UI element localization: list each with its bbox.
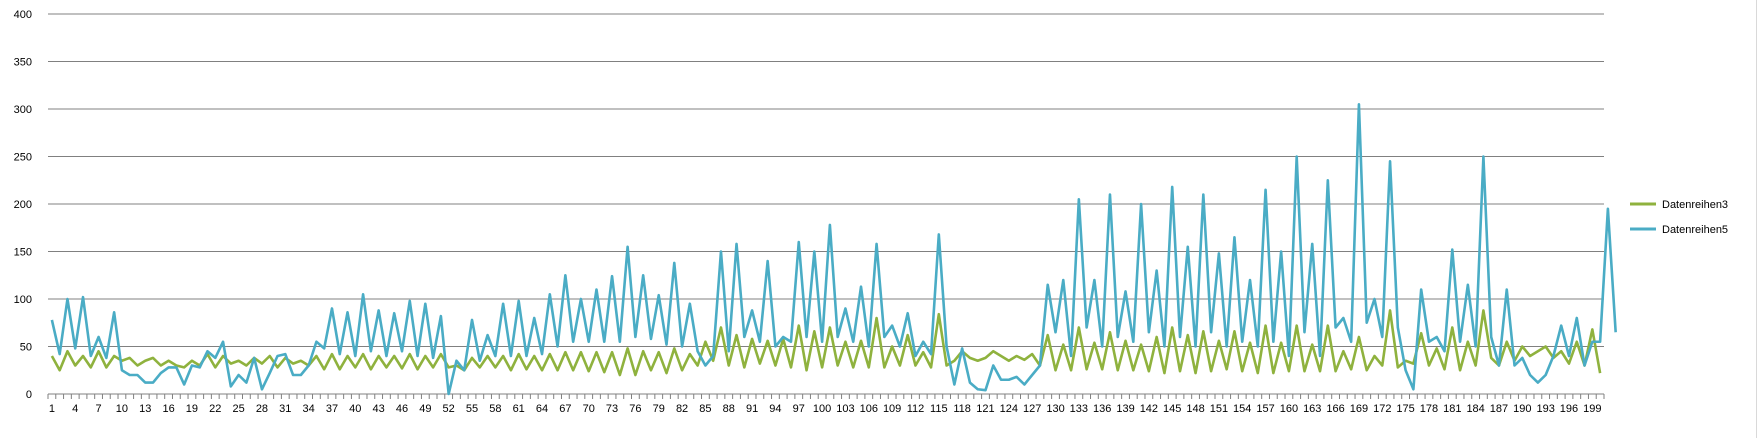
x-tick-label: 106 [860, 403, 878, 415]
x-tick-label: 25 [232, 403, 244, 415]
x-tick-label: 109 [883, 403, 901, 415]
x-tick-label: 91 [746, 403, 758, 415]
x-tick-label: 19 [186, 403, 198, 415]
y-tick-label: 300 [14, 104, 32, 116]
x-tick-label: 166 [1326, 403, 1344, 415]
x-tick-label: 7 [96, 403, 102, 415]
x-tick-label: 193 [1536, 403, 1554, 415]
x-tick-label: 160 [1280, 403, 1298, 415]
series-lines [50, 102, 1617, 396]
y-tick-label: 350 [14, 57, 32, 69]
x-tick-label: 31 [279, 403, 291, 415]
x-tick-label: 10 [116, 403, 128, 415]
x-tick-label: 112 [907, 403, 925, 415]
x-tick-label: 103 [836, 403, 854, 415]
x-tick-label: 1 [49, 403, 55, 415]
x-tick-label: 64 [536, 403, 548, 415]
x-tick-label: 124 [1000, 403, 1018, 415]
x-tick-label: 184 [1466, 403, 1484, 415]
x-tick-label: 67 [559, 403, 571, 415]
x-tick-label: 199 [1583, 403, 1601, 415]
x-tick-label: 145 [1163, 403, 1181, 415]
x-tick-label: 79 [653, 403, 665, 415]
x-tick-label: 52 [443, 403, 455, 415]
x-tick-label: 118 [953, 403, 971, 415]
x-tick-label: 46 [396, 403, 408, 415]
x-tick-label: 187 [1490, 403, 1508, 415]
x-tick-label: 73 [606, 403, 618, 415]
x-tick-label: 190 [1513, 403, 1531, 415]
x-tick-label: 130 [1046, 403, 1064, 415]
y-tick-label: 50 [20, 342, 32, 354]
legend-label-1: Datenreihen3 [1662, 199, 1728, 211]
x-tick-label: 142 [1140, 403, 1158, 415]
x-tick-label: 127 [1023, 403, 1041, 415]
y-axis-ticks: 0 50 100 150 200 250 300 350 400 [14, 9, 32, 401]
x-tick-label: 58 [489, 403, 501, 415]
x-tick-label: 154 [1233, 403, 1251, 415]
y-tick-label: 100 [14, 294, 32, 306]
x-tick-label: 100 [813, 403, 831, 415]
x-tick-label: 157 [1256, 403, 1274, 415]
x-tick-label: 172 [1373, 403, 1391, 415]
x-tick-label: 181 [1443, 403, 1461, 415]
x-tick-label: 22 [209, 403, 221, 415]
x-tick-label: 97 [793, 403, 805, 415]
y-tick-label: 250 [14, 152, 32, 164]
x-tick-label: 121 [976, 403, 994, 415]
legend: Datenreihen3 Datenreihen5 [1630, 199, 1728, 236]
x-tick-label: 175 [1396, 403, 1414, 415]
x-tick-label: 70 [583, 403, 595, 415]
series-line-2 [50, 102, 1617, 396]
x-tick-label: 34 [303, 403, 315, 415]
y-tick-label: 400 [14, 9, 32, 21]
x-axis-ticks: 1 4 7 10 13 16 19 22 25 28 31 34 37 40 43 46 49 52 55 58 61 6… [49, 403, 1602, 415]
x-tick-label: 61 [513, 403, 525, 415]
x-tick-label: 136 [1093, 403, 1111, 415]
x-axis [47, 393, 1605, 399]
x-tick-label: 115 [930, 403, 948, 415]
x-tick-label: 82 [676, 403, 688, 415]
x-tick-label: 94 [769, 403, 781, 415]
x-tick-label: 133 [1070, 403, 1088, 415]
x-tick-label: 148 [1186, 403, 1204, 415]
x-tick-label: 13 [139, 403, 151, 415]
x-tick-label: 40 [349, 403, 361, 415]
x-tick-label: 169 [1350, 403, 1368, 415]
y-tick-label: 0 [26, 389, 32, 401]
gridlines [48, 13, 1604, 347]
y-tick-label: 200 [14, 199, 32, 211]
x-tick-label: 196 [1560, 403, 1578, 415]
x-tick-label: 49 [419, 403, 431, 415]
x-tick-label: 28 [256, 403, 268, 415]
x-tick-label: 139 [1116, 403, 1134, 415]
x-tick-label: 37 [326, 403, 338, 415]
x-tick-label: 88 [723, 403, 735, 415]
x-tick-label: 43 [373, 403, 385, 415]
x-tick-label: 151 [1210, 403, 1228, 415]
x-tick-label: 85 [699, 403, 711, 415]
x-tick-label: 55 [466, 403, 478, 415]
x-tick-label: 4 [72, 403, 78, 415]
y-tick-label: 150 [14, 247, 32, 259]
x-tick-label: 163 [1303, 403, 1321, 415]
legend-label-2: Datenreihen5 [1662, 224, 1728, 236]
x-tick-label: 16 [162, 403, 174, 415]
x-tick-label: 76 [629, 403, 641, 415]
x-tick-label: 178 [1420, 403, 1438, 415]
